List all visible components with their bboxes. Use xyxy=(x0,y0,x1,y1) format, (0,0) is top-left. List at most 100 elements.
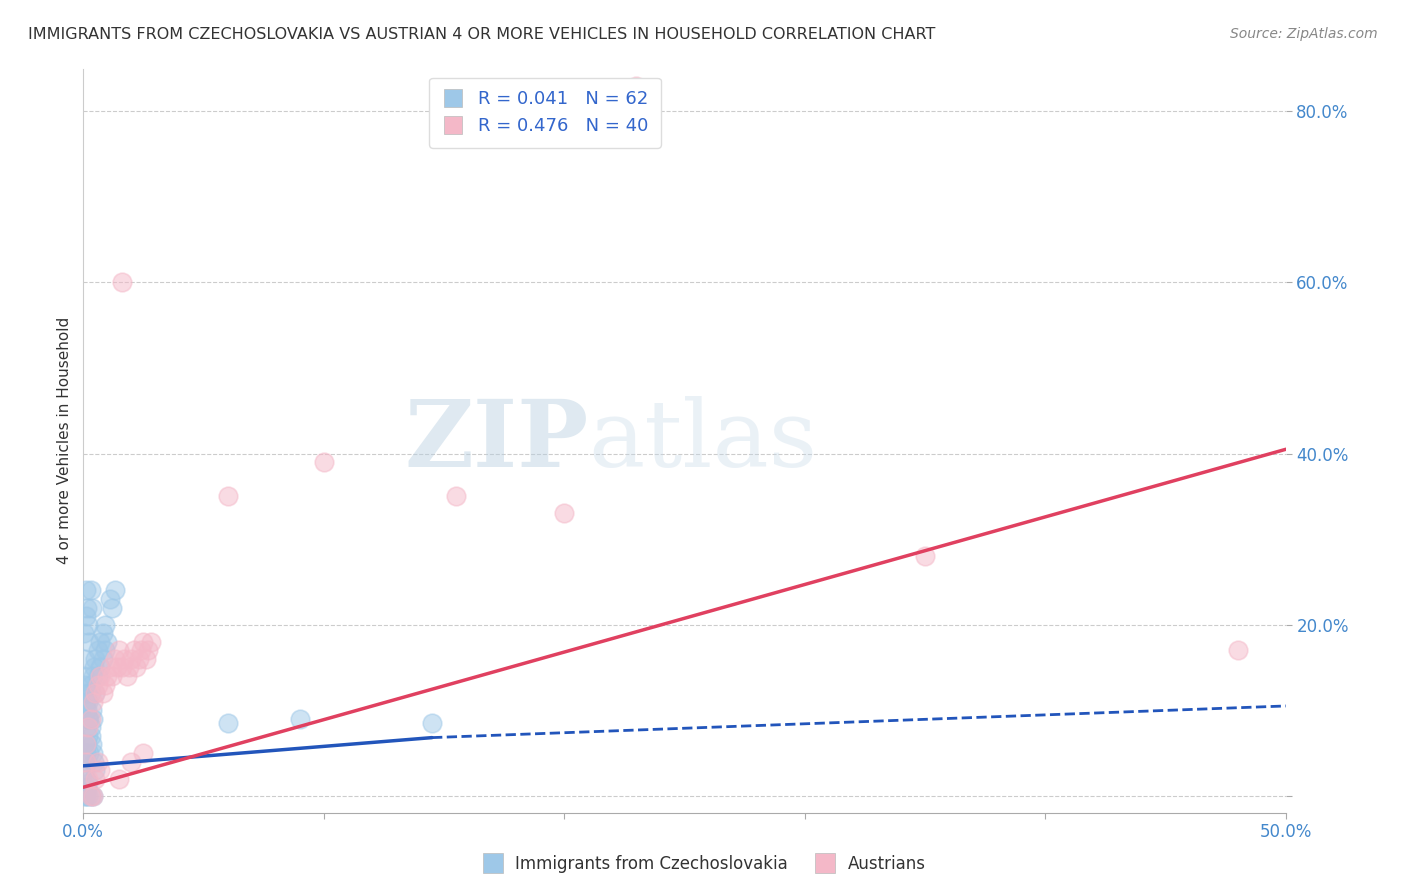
Point xyxy=(118,660,141,674)
Point xyxy=(217,716,239,731)
Point xyxy=(83,755,105,769)
Point xyxy=(75,583,97,598)
Legend: R = 0.041   N = 62, R = 0.476   N = 40: R = 0.041 N = 62, R = 0.476 N = 40 xyxy=(429,78,661,148)
Point xyxy=(108,643,131,657)
Point xyxy=(91,626,114,640)
Point xyxy=(77,776,100,790)
Point xyxy=(79,789,101,803)
Point xyxy=(91,686,114,700)
Point xyxy=(84,686,107,700)
Point xyxy=(79,720,101,734)
Point xyxy=(79,712,101,726)
Point xyxy=(73,626,96,640)
Point xyxy=(129,643,152,657)
Point xyxy=(139,634,162,648)
Point xyxy=(77,617,100,632)
Point xyxy=(96,669,118,683)
Point xyxy=(73,784,96,798)
Point xyxy=(82,695,104,709)
Point xyxy=(89,669,111,683)
Point xyxy=(98,592,121,607)
Point xyxy=(103,583,125,598)
Point xyxy=(553,507,575,521)
Point xyxy=(94,677,117,691)
Point xyxy=(914,549,936,564)
Point xyxy=(79,677,101,691)
Y-axis label: 4 or more Vehicles in Household: 4 or more Vehicles in Household xyxy=(58,317,72,565)
Point xyxy=(82,669,104,683)
Point xyxy=(76,738,98,752)
Point xyxy=(105,660,128,674)
Point xyxy=(82,789,104,803)
Point xyxy=(79,789,101,803)
Point xyxy=(77,729,100,743)
Point xyxy=(79,634,101,648)
Point xyxy=(89,660,111,674)
Point xyxy=(75,746,97,760)
Point xyxy=(75,772,97,786)
Point xyxy=(91,652,114,666)
Point xyxy=(75,677,97,691)
Point xyxy=(94,643,117,657)
Point xyxy=(1226,643,1249,657)
Point xyxy=(79,712,101,726)
Point xyxy=(84,772,107,786)
Point xyxy=(128,652,150,666)
Legend: Immigrants from Czechoslovakia, Austrians: Immigrants from Czechoslovakia, Austrian… xyxy=(474,848,932,880)
Point xyxy=(87,643,110,657)
Point xyxy=(96,634,118,648)
Point xyxy=(77,720,100,734)
Point xyxy=(87,755,110,769)
Point xyxy=(76,600,98,615)
Point xyxy=(82,789,104,803)
Point xyxy=(82,746,104,760)
Point xyxy=(76,781,98,796)
Point xyxy=(75,755,97,769)
Point xyxy=(420,716,443,731)
Point xyxy=(217,489,239,503)
Point xyxy=(82,712,104,726)
Point xyxy=(89,763,111,777)
Point xyxy=(80,703,103,717)
Point xyxy=(111,660,134,674)
Point xyxy=(77,695,100,709)
Point xyxy=(108,772,131,786)
Point xyxy=(112,652,135,666)
Point xyxy=(84,686,107,700)
Point xyxy=(84,652,107,666)
Point xyxy=(132,746,155,760)
Point xyxy=(101,669,124,683)
Point xyxy=(75,652,97,666)
Text: IMMIGRANTS FROM CZECHOSLOVAKIA VS AUSTRIAN 4 OR MORE VEHICLES IN HOUSEHOLD CORRE: IMMIGRANTS FROM CZECHOSLOVAKIA VS AUSTRI… xyxy=(28,27,935,42)
Point xyxy=(120,755,142,769)
Point xyxy=(312,455,335,469)
Point xyxy=(77,772,100,786)
Point xyxy=(125,660,148,674)
Text: ZIP: ZIP xyxy=(404,396,588,486)
Point xyxy=(120,652,142,666)
Text: atlas: atlas xyxy=(588,396,818,486)
Point xyxy=(288,712,311,726)
Point xyxy=(75,789,97,803)
Point xyxy=(135,652,157,666)
Point xyxy=(136,643,159,657)
Point xyxy=(75,755,97,769)
Point xyxy=(75,609,97,624)
Point xyxy=(122,643,145,657)
Point xyxy=(115,669,138,683)
Point xyxy=(75,695,97,709)
Point xyxy=(79,729,101,743)
Point xyxy=(75,738,97,752)
Point xyxy=(79,746,101,760)
Point xyxy=(103,652,125,666)
Point xyxy=(77,789,100,803)
Point xyxy=(79,686,101,700)
Point xyxy=(83,660,105,674)
Point xyxy=(98,660,121,674)
Point xyxy=(132,634,155,648)
Point xyxy=(89,634,111,648)
Point xyxy=(111,276,134,290)
Point xyxy=(73,669,96,683)
Point xyxy=(75,763,97,777)
Point xyxy=(444,489,467,503)
